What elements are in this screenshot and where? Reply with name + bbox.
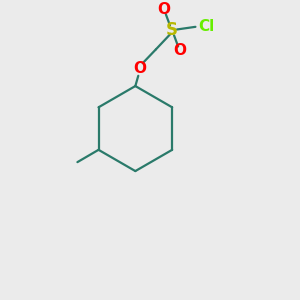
Text: S: S	[166, 21, 178, 39]
Text: O: O	[157, 2, 170, 17]
Text: O: O	[174, 44, 187, 59]
Text: O: O	[133, 61, 146, 76]
Text: Cl: Cl	[198, 19, 214, 34]
